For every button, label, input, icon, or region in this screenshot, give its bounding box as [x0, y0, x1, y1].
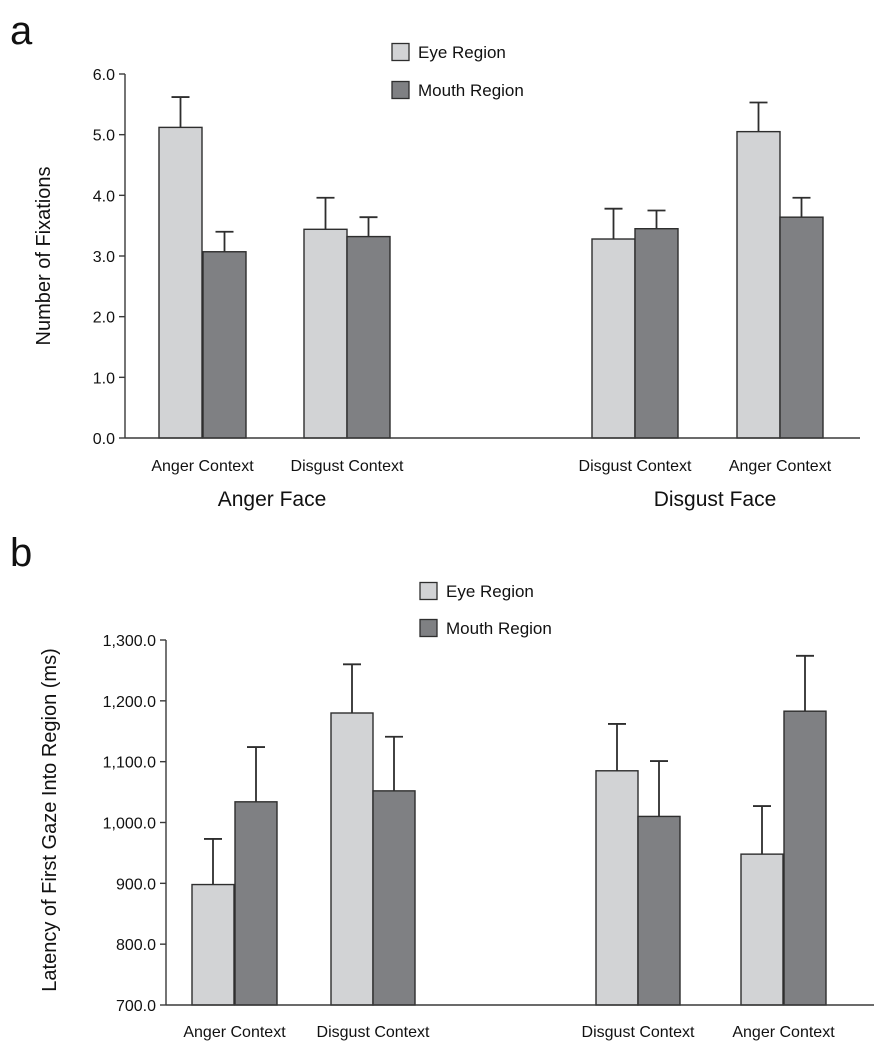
category-label: Disgust Context: [582, 1024, 695, 1041]
bar-mouth-3: [783, 710, 827, 1006]
error-bar-eye-1: [316, 196, 335, 230]
panel-a-bars: [158, 126, 824, 439]
bar-eye-0: [158, 126, 203, 439]
error-bar-mouth-0: [247, 746, 265, 802]
y-tick-label: 4.0: [93, 188, 115, 205]
legend-label-eye-region: Eye Region: [418, 43, 506, 62]
bar-eye-2: [591, 238, 636, 439]
bar-eye-3: [740, 853, 784, 1006]
y-tick-label: 5.0: [93, 128, 115, 145]
panel-b-error-bars: [204, 654, 814, 885]
legend-label-eye-region: Eye Region: [446, 582, 534, 601]
bar-mouth-1: [372, 790, 416, 1006]
y-tick-label: 800.0: [116, 937, 156, 954]
panel-a-category-labels: Anger Context Disgust Context Disgust Cont…: [151, 458, 831, 475]
legend-label-mouth-region: Mouth Region: [418, 81, 524, 100]
panel-b-legend: Eye Region Mouth Region: [419, 581, 552, 638]
y-tick-label: 1,000.0: [103, 816, 156, 833]
category-label: Disgust Context: [317, 1024, 430, 1041]
error-bar-mouth-2: [650, 760, 668, 817]
bar-mouth-3: [779, 216, 824, 439]
y-tick-label: 3.0: [93, 249, 115, 266]
bar-eye-3: [736, 130, 781, 439]
bar-mouth-2: [637, 815, 681, 1006]
panel-b: b 700.0 800.0 900.0 1,000.0 1,100.0 1,200.0 1,…: [10, 531, 874, 1041]
panel-b-bars: [191, 710, 827, 1006]
category-label: Disgust Context: [291, 458, 404, 475]
y-tick-label: 2.0: [93, 310, 115, 327]
panel-a-group-labels: Anger Face Disgust Face: [218, 488, 777, 511]
bar-mouth-0: [234, 801, 278, 1006]
error-bar-mouth-3: [792, 196, 811, 218]
error-bar-eye-2: [608, 723, 626, 771]
y-tick-label: 1,100.0: [103, 755, 156, 772]
error-bar-mouth-2: [647, 209, 666, 229]
panel-b-y-axis-label: Latency of First Gaze Into Region (ms): [39, 648, 61, 991]
y-tick-label: 6.0: [93, 67, 115, 84]
panel-a-y-axis-label: Number of Fixations: [33, 167, 55, 346]
bar-mouth-2: [634, 227, 679, 439]
legend-swatch-mouth-region: [419, 618, 438, 638]
group-label: Anger Face: [218, 488, 327, 511]
legend-swatch-mouth-region: [391, 80, 410, 100]
bar-eye-1: [330, 712, 374, 1006]
error-bar-mouth-3: [796, 654, 814, 712]
y-tick-label: 0.0: [93, 431, 115, 448]
bar-mouth-0: [202, 251, 247, 439]
y-tick-label: 1,200.0: [103, 694, 156, 711]
legend-swatch-eye-region: [419, 581, 438, 601]
category-label: Anger Context: [183, 1024, 286, 1041]
y-tick-label: 700.0: [116, 998, 156, 1015]
error-bar-mouth-1: [385, 735, 403, 791]
category-label: Anger Context: [151, 458, 254, 475]
panel-b-letter: b: [10, 531, 32, 575]
group-label: Disgust Face: [654, 488, 777, 511]
error-bar-eye-0: [204, 838, 222, 885]
legend-swatch-eye-region: [391, 42, 410, 62]
category-label: Anger Context: [732, 1024, 835, 1041]
panel-b-category-labels: Anger Context Disgust Context Disgust Cont…: [183, 1024, 835, 1041]
panel-a-letter: a: [10, 9, 33, 53]
panel-b-y-ticks: 700.0 800.0 900.0 1,000.0 1,100.0 1,200.0 1,30…: [103, 633, 166, 1015]
error-bar-eye-1: [343, 663, 361, 713]
error-bar-mouth-1: [359, 216, 378, 237]
error-bar-eye-0: [171, 96, 190, 128]
panel-a-y-ticks: 0.0 1.0 2.0 3.0 4.0 5.0 6.0: [93, 67, 125, 448]
error-bar-mouth-0: [215, 230, 234, 252]
bar-eye-1: [303, 228, 348, 439]
panel-a: a 0.0 1.0 2.0 3.0 4.0 5.0 6.0 Number of Fixati…: [10, 9, 860, 511]
y-tick-label: 1.0: [93, 370, 115, 387]
category-label: Anger Context: [729, 458, 832, 475]
y-tick-label: 900.0: [116, 876, 156, 893]
error-bar-eye-3: [753, 805, 771, 855]
category-label: Disgust Context: [579, 458, 692, 475]
y-tick-label: 1,300.0: [103, 633, 156, 650]
panel-a-legend: Eye Region Mouth Region: [391, 42, 524, 100]
panel-a-error-bars: [171, 96, 811, 252]
bar-eye-2: [595, 770, 639, 1006]
legend-label-mouth-region: Mouth Region: [446, 619, 552, 638]
error-bar-eye-3: [749, 101, 768, 132]
bar-eye-0: [191, 883, 235, 1006]
bar-mouth-1: [346, 235, 391, 439]
error-bar-eye-2: [604, 207, 623, 240]
